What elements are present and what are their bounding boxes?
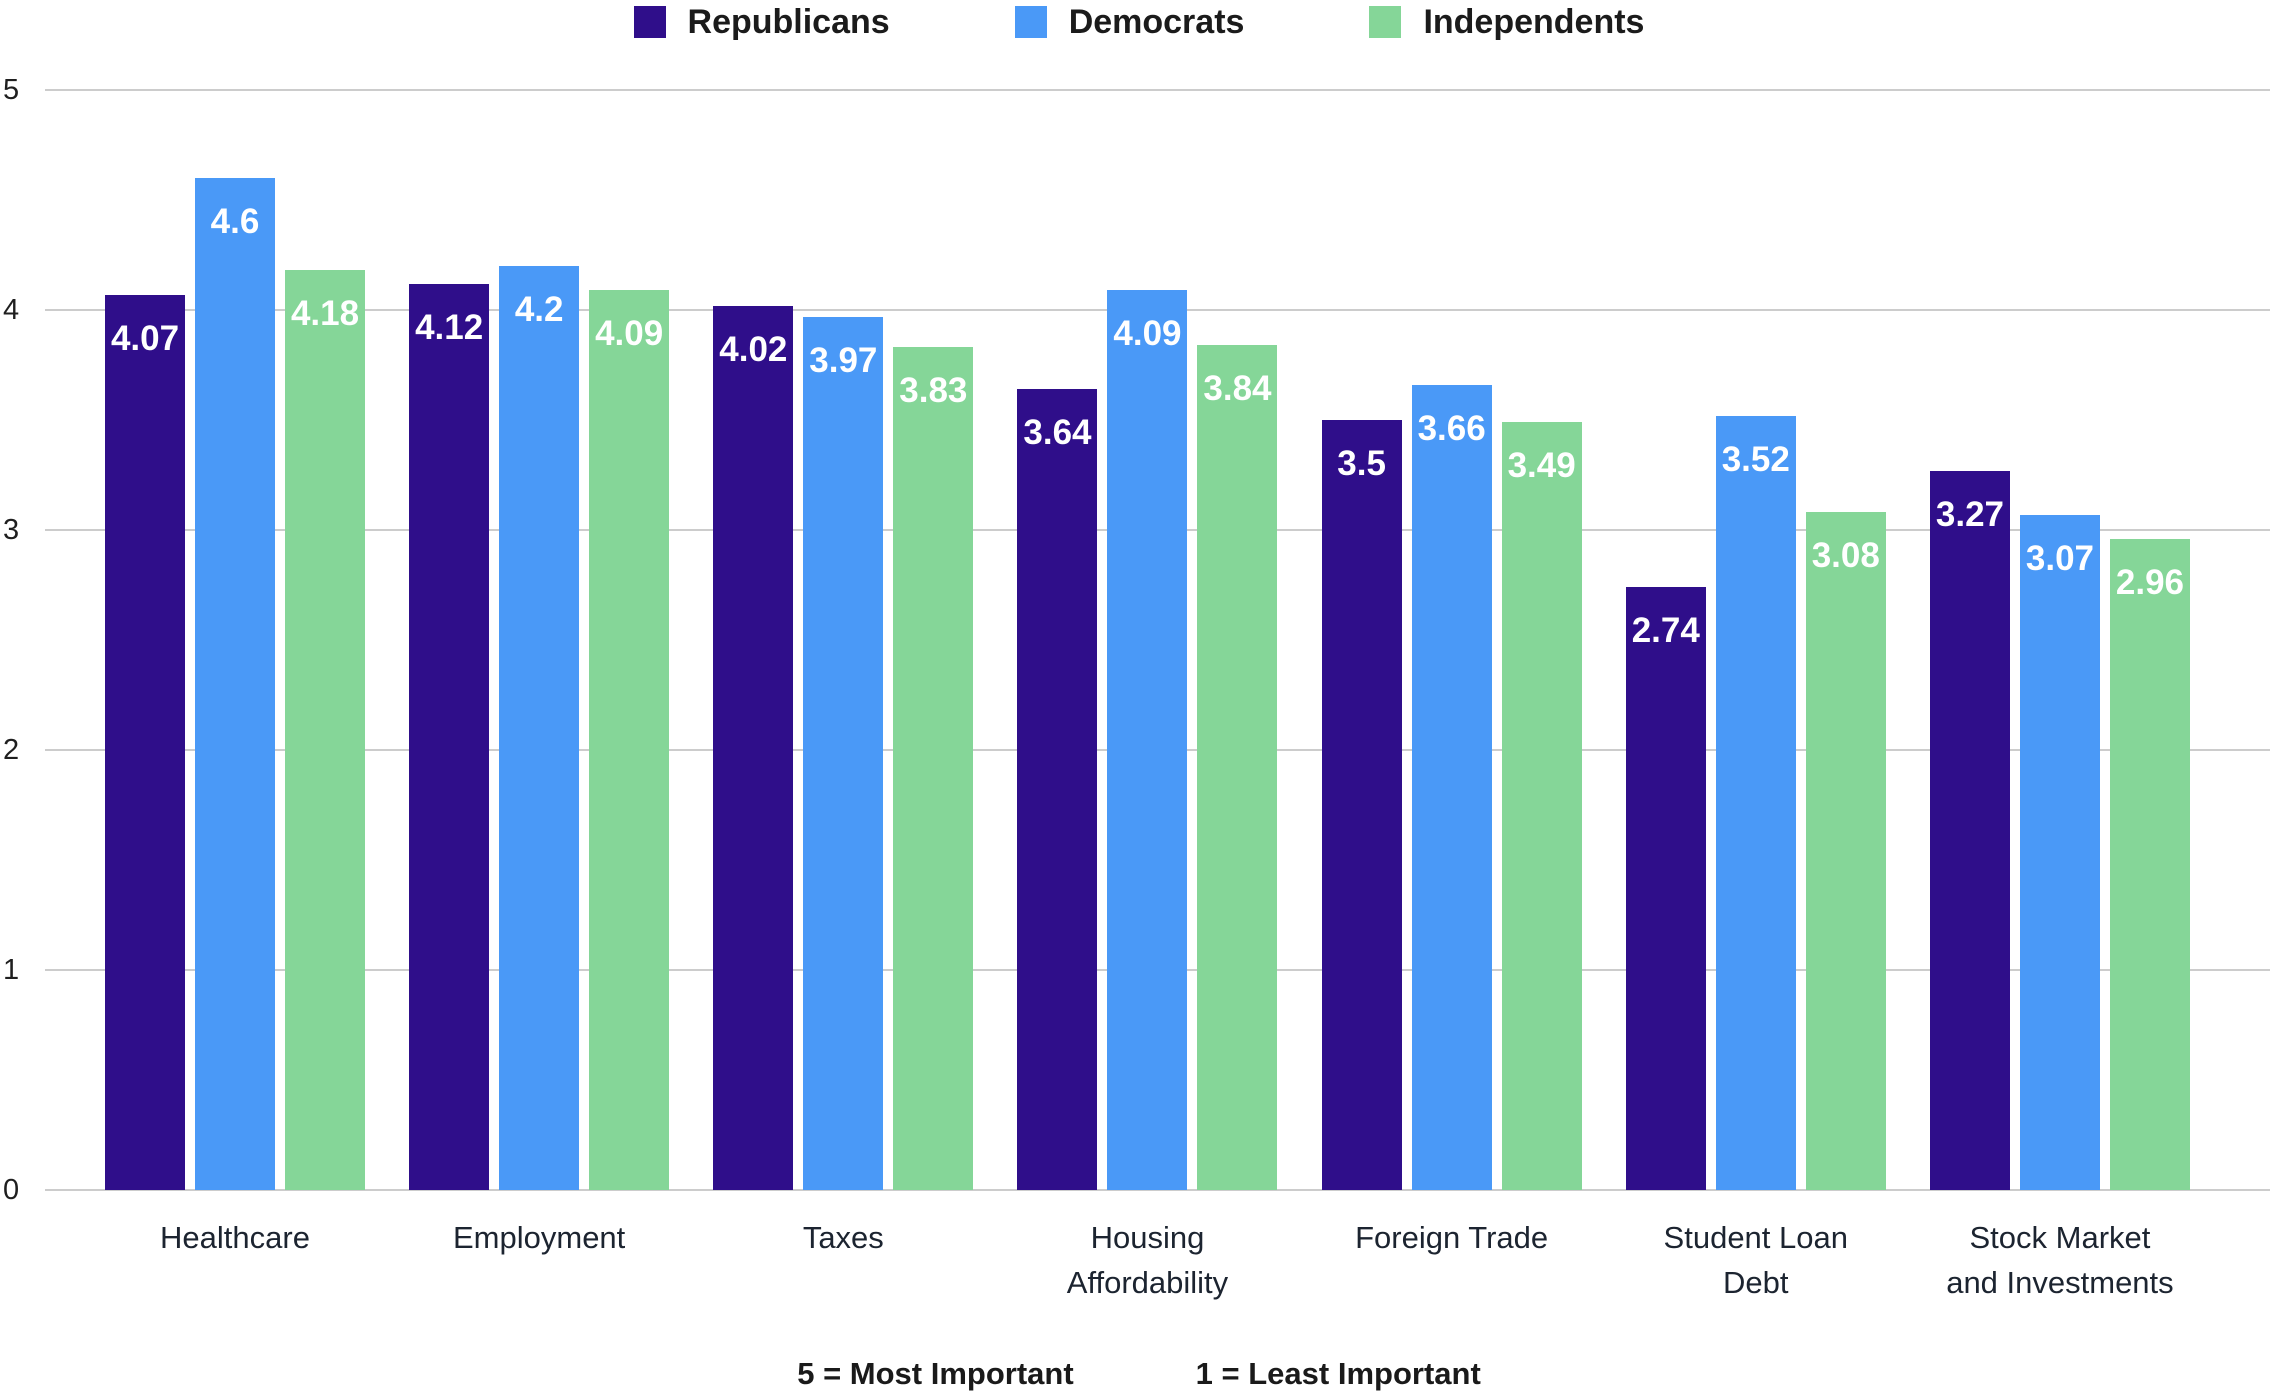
bar-republicans-stock-market: 3.27 [1929,470,2010,1190]
bar-independents-taxes: 3.83 [893,347,974,1190]
bar-value-label: 3.64 [1023,413,1092,453]
category-group-healthcare: 4.07 4.6 4.18 Healthcare [105,90,365,1306]
bar-democrats-student-loan: 3.52 [1715,415,1796,1190]
gridline-0 [45,1189,2270,1191]
footnote-least-important: 1 = Least Important [1195,1356,1481,1391]
legend-label: Democrats [1068,2,1245,41]
bar-value-label: 3.66 [1417,408,1486,448]
bar-value-label: 3.97 [809,340,878,380]
bars-healthcare: 4.07 4.6 4.18 [105,90,365,1190]
bar-value-label: 4.2 [514,290,564,329]
bars-taxes: 4.02 3.97 3.83 [713,90,974,1190]
category-group-student-loan: 2.74 3.52 3.08 Student Loan Debt [1625,90,1886,1306]
bars-employment: 4.12 4.2 4.09 [409,90,670,1190]
bar-value-label: 3.27 [1935,494,2004,534]
legend-swatch-icon [1014,6,1047,38]
bar-democrats-stock-market: 3.07 [2019,514,2100,1190]
bar-independents-healthcare: 4.18 [285,270,365,1190]
x-axis-label-taxes: Taxes [802,1220,884,1255]
bar-value-label: 3.83 [899,371,968,411]
category-group-housing: 3.64 4.09 3.84 Housing Affordability [1017,90,1278,1306]
legend-item-democrats: Democrats [1014,2,1245,42]
legend: Republicans Democrats Independents [0,0,2278,44]
bars-housing: 3.64 4.09 3.84 [1017,90,1278,1190]
bars-foreign-trade: 3.5 3.66 3.49 [1321,90,1582,1190]
bar-value-label: 3.08 [1811,536,1880,576]
category-group-stock-market: 3.27 3.07 2.96 Stock Market and Investments [1929,90,2190,1306]
bar-republicans-foreign-trade: 3.5 [1321,420,1402,1190]
y-tick-label-2: 2 [3,734,20,766]
legend-swatch-icon [1369,6,1402,38]
bar-democrats-taxes: 3.97 [803,316,884,1190]
bar-value-label: 4.6 [210,202,260,241]
y-tick-label-5: 5 [3,74,20,106]
x-axis-label-stock-market: Stock Market and Investments [1946,1220,2174,1300]
bar-republicans-student-loan: 2.74 [1625,587,1706,1190]
plot-area: 4.07 4.6 4.18 Healthcare 4.12 4.2 4.09 Employme… [45,90,2270,1306]
bars-student-loan: 2.74 3.52 3.08 [1625,90,1886,1190]
gridline-5 [45,89,2270,91]
legend-label: Republicans [687,2,890,41]
bar-democrats-healthcare: 4.6 [195,178,275,1190]
bar-democrats-employment: 4.2 [499,266,580,1190]
bar-independents-housing: 3.84 [1197,345,1278,1190]
bar-republicans-taxes: 4.02 [713,305,794,1190]
bar-republicans-healthcare: 4.07 [105,294,185,1190]
bar-independents-foreign-trade: 3.49 [1501,422,1582,1190]
y-tick-label-0: 0 [3,1174,20,1206]
bar-independents-employment: 4.09 [589,290,670,1190]
bar-value-label: 4.12 [415,307,484,347]
bar-value-label: 2.74 [1631,611,1700,651]
y-tick-label-1: 1 [3,954,20,986]
bar-value-label: 4.18 [290,294,360,334]
bar-value-label: 4.07 [110,318,180,358]
x-axis-label-foreign-trade: Foreign Trade [1355,1220,1549,1255]
x-axis-label-employment: Employment [453,1220,626,1255]
bar-democrats-housing: 4.09 [1107,290,1188,1190]
bar-value-label: 2.96 [2115,562,2184,602]
category-group-taxes: 4.02 3.97 3.83 Taxes [713,90,974,1306]
legend-label: Independents [1423,2,1645,41]
bar-value-label: 4.09 [1113,314,1182,354]
y-tick-label-4: 4 [3,294,20,326]
bar-republicans-housing: 3.64 [1017,389,1098,1190]
bar-value-label: 3.49 [1507,446,1576,486]
bar-republicans-employment: 4.12 [409,283,490,1190]
category-group-employment: 4.12 4.2 4.09 Employment [409,90,670,1306]
bar-independents-stock-market: 2.96 [2109,538,2190,1190]
footnote-most-important: 5 = Most Important [797,1356,1074,1391]
bar-democrats-foreign-trade: 3.66 [1411,384,1492,1190]
legend-item-independents: Independents [1369,3,1644,42]
bar-value-label: 3.84 [1203,369,1272,409]
scale-footnote: 5 = Most Important 1 = Least Important [0,1356,2278,1392]
bar-value-label: 4.02 [719,329,788,369]
legend-swatch-icon [633,6,666,38]
y-tick-label-3: 3 [3,514,20,546]
bar-value-label: 4.09 [595,314,664,354]
bar-value-label: 3.07 [2025,538,2094,578]
x-axis-label-housing: Housing Affordability [1066,1220,1229,1300]
bar-value-label: 3.52 [1721,439,1790,479]
x-axis-label-student-loan: Student Loan Debt [1663,1220,1848,1300]
category-group-foreign-trade: 3.5 3.66 3.49 Foreign Trade [1321,90,1582,1306]
bar-independents-student-loan: 3.08 [1805,512,1886,1190]
legend-item-republicans: Republicans [633,2,890,42]
bars-stock-market: 3.27 3.07 2.96 [1929,90,2190,1190]
bar-value-label: 3.5 [1337,444,1386,483]
x-axis-label-healthcare: Healthcare [160,1220,310,1255]
